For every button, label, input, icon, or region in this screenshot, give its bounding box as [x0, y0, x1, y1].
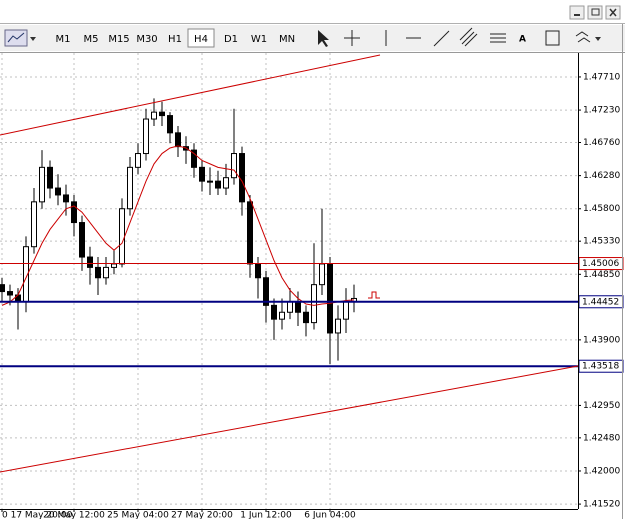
candle-body — [279, 311, 285, 320]
candle-body — [63, 194, 69, 203]
candle-body — [47, 166, 53, 189]
candle-body — [223, 177, 229, 189]
y-tick-label: 1.42950 — [583, 401, 620, 411]
candle-body — [199, 166, 205, 182]
label-tool[interactable] — [545, 30, 560, 46]
upper-channel-line — [0, 54, 381, 136]
timeframe-button[interactable]: M5 — [84, 34, 99, 45]
cursor-tool[interactable] — [318, 30, 329, 47]
candle-body — [191, 149, 197, 168]
y-tick-label: 1.41520 — [583, 500, 620, 510]
candle-body — [39, 166, 45, 203]
moving-average — [1, 145, 355, 306]
candle-body — [335, 318, 341, 334]
fibonacci-tool[interactable] — [490, 33, 506, 43]
chart: 1.47710 1.47230 1.46760 1.46280 1.45800 1.453… — [0, 53, 624, 519]
y-tick-label: 1.42480 — [583, 433, 620, 443]
candle-body — [7, 291, 13, 296]
candle-body — [119, 208, 125, 265]
y-tick-label: 1.42000 — [583, 466, 620, 476]
x-tick-label: 25 May 04:00 — [107, 511, 169, 519]
y-tick-label: 1.45330 — [583, 237, 620, 247]
candle-body — [215, 180, 221, 189]
y-tick-label: 1.47710 — [583, 72, 620, 82]
candle-body — [327, 263, 333, 334]
candle-body — [295, 301, 301, 313]
candle-body — [151, 111, 157, 120]
candle-body — [0, 284, 5, 293]
candle-body — [143, 118, 149, 155]
candle-body — [103, 266, 109, 279]
candle-body — [95, 266, 101, 279]
y-tick-label: 1.43900 — [583, 335, 620, 345]
candle-body — [87, 256, 93, 268]
y-tick-label: 1.44850 — [583, 270, 620, 280]
x-tick-label: 1 Jun 12:00 — [240, 511, 292, 519]
candle-body — [135, 153, 141, 168]
candle-body — [271, 304, 277, 320]
crosshair-tool[interactable] — [344, 30, 360, 46]
candle-body — [55, 187, 61, 196]
y-tick-label: 1.46280 — [583, 171, 620, 181]
timeframe-button[interactable]: W1 — [251, 34, 267, 45]
candle-body — [255, 263, 261, 279]
minimize-button[interactable] — [569, 5, 585, 20]
price-label: 1.43518 — [582, 362, 619, 372]
timeframe-button[interactable]: M15 — [108, 34, 129, 45]
title-bar — [0, 0, 625, 24]
dropdown-arrow[interactable] — [30, 37, 36, 41]
timeframe-button[interactable]: M30 — [136, 34, 157, 45]
channel-tool[interactable] — [459, 27, 478, 47]
active-timeframe[interactable] — [187, 28, 215, 48]
candle-body — [127, 166, 133, 210]
lower-channel-line — [0, 365, 579, 473]
toolbar — [0, 25, 625, 51]
y-tick-label: 1.45800 — [583, 204, 620, 214]
x-tick-label: 20 May 12:00 — [43, 511, 105, 519]
candle-body — [343, 301, 349, 320]
candle-body — [111, 263, 117, 268]
candle-body — [239, 153, 245, 203]
candle-body — [263, 277, 269, 306]
x-tick-label: 6 Jun 04:00 — [304, 511, 356, 519]
x-tick-label: 0 17 May 20:00 — [2, 511, 73, 519]
x-tick-label: 27 May 20:00 — [171, 511, 233, 519]
candle-body — [319, 263, 325, 286]
arrows-dropdown[interactable] — [595, 37, 601, 41]
candle-body — [175, 132, 181, 148]
candle-body — [303, 311, 309, 324]
candle-body — [247, 201, 253, 265]
price-label: 1.44452 — [582, 297, 619, 307]
price-label: 1.45006 — [582, 259, 619, 269]
timeframe-button[interactable]: M1 — [56, 34, 71, 45]
candle-body — [167, 115, 173, 134]
candle-body — [311, 284, 317, 324]
restore-button[interactable] — [587, 5, 603, 20]
candle-body — [159, 111, 165, 117]
restore-icon — [591, 8, 600, 16]
trendline-tool[interactable] — [433, 30, 450, 47]
timeframe-button[interactable]: H1 — [168, 34, 182, 45]
chart-type-icon — [7, 32, 25, 43]
y-tick-label: 1.46760 — [583, 138, 620, 148]
close-icon — [609, 8, 617, 17]
candle-body — [71, 201, 77, 224]
timeframe-button[interactable]: H4 — [194, 34, 208, 45]
candle-body — [207, 180, 213, 183]
timeframe-bar: M1M5M15M30H1H4D1W1MNH4 — [56, 28, 295, 48]
price-arrow — [368, 291, 380, 299]
candle-body — [287, 301, 293, 313]
arrows-tool[interactable] — [575, 31, 591, 43]
timeframe-button[interactable]: MN — [279, 34, 295, 45]
text-tool[interactable]: A — [519, 35, 526, 45]
y-tick-label: 1.47230 — [583, 106, 620, 116]
candle-body — [231, 153, 237, 179]
candle-body — [31, 201, 37, 248]
timeframe-button[interactable]: D1 — [224, 34, 238, 45]
candle-body — [79, 222, 85, 258]
